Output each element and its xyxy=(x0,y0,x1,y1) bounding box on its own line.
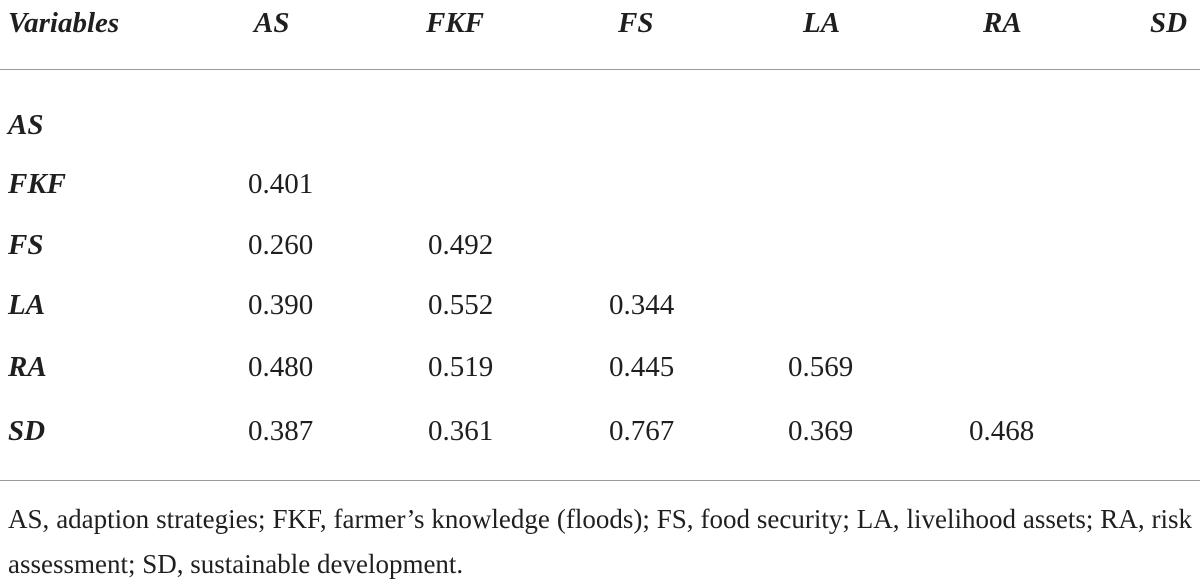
header-cell-la: LA xyxy=(803,7,841,39)
table-cell: 0.492 xyxy=(428,229,494,261)
table-cell: 0.401 xyxy=(248,168,314,200)
header-cell-as: AS xyxy=(254,7,290,39)
table-cell: 0.344 xyxy=(609,289,675,321)
table-cell: 0.387 xyxy=(248,415,314,447)
header-rule xyxy=(0,69,1200,70)
table-cell: 0.519 xyxy=(428,351,494,383)
table-cell: 0.569 xyxy=(788,351,854,383)
header-cell-fkf: FKF xyxy=(426,7,485,39)
row-label-fs: FS xyxy=(8,229,44,261)
header-cell-ra: RA xyxy=(983,7,1022,39)
table-cell: 0.260 xyxy=(248,229,314,261)
table-cell: 0.480 xyxy=(248,351,314,383)
table-cell: 0.445 xyxy=(609,351,675,383)
header-cell-sd: SD xyxy=(1150,7,1188,39)
table-cell: 0.552 xyxy=(428,289,494,321)
row-label-sd: SD xyxy=(8,415,46,447)
bottom-rule xyxy=(0,480,1200,481)
table-cell: 0.361 xyxy=(428,415,494,447)
table-cell: 0.767 xyxy=(609,415,675,447)
table-cell: 0.390 xyxy=(248,289,314,321)
row-label-ra: RA xyxy=(8,351,47,383)
row-label-as: AS xyxy=(8,109,44,141)
row-label-fkf: FKF xyxy=(8,168,67,200)
table-cell: 0.468 xyxy=(969,415,1035,447)
table-cell: 0.369 xyxy=(788,415,854,447)
header-cell-variables: Variables xyxy=(8,7,120,39)
header-cell-fs: FS xyxy=(618,7,654,39)
table-footnote: AS, adaption strategies; FKF, farmer’s k… xyxy=(8,504,1192,579)
row-label-la: LA xyxy=(8,289,46,321)
